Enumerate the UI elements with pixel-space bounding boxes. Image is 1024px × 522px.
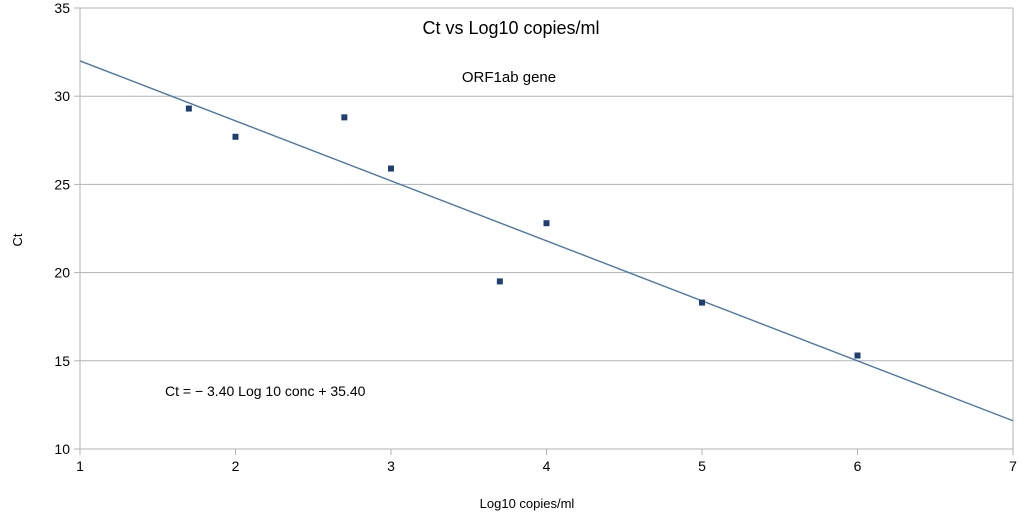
- trendline: [79, 60, 1014, 422]
- x-tick-label: 3: [387, 458, 395, 474]
- x-axis-ticks: 1 2 3 4 5 6 7: [76, 449, 1017, 474]
- y-axis-label: Ct: [10, 233, 25, 246]
- data-point: [699, 299, 705, 306]
- chart-title: Ct vs Log10 copies/ml: [422, 18, 599, 38]
- axes: [79, 8, 1014, 449]
- x-tick-label: 4: [543, 458, 551, 474]
- y-tick-label: 10: [54, 441, 70, 457]
- y-tick-label: 20: [54, 265, 70, 281]
- x-tick-label: 7: [1009, 458, 1017, 474]
- trendline-group: [79, 60, 1014, 422]
- x-tick-label: 1: [76, 458, 84, 474]
- x-tick-label: 2: [232, 458, 240, 474]
- x-tick-label: 5: [698, 458, 706, 474]
- data-point: [496, 278, 503, 285]
- y-tick-label: 30: [54, 88, 70, 104]
- data-point: [388, 165, 394, 172]
- data-points: [185, 105, 861, 359]
- data-point: [341, 114, 348, 121]
- x-tick-label: 6: [854, 458, 862, 474]
- x-axis-label: Log10 copies/ml: [480, 496, 575, 511]
- data-point: [185, 105, 192, 112]
- y-tick-label: 15: [54, 353, 70, 369]
- y-axis-ticks: 10 15 20 25 30 35: [54, 0, 80, 457]
- y-tick-label: 25: [54, 176, 70, 192]
- data-point: [543, 220, 550, 227]
- data-point: [854, 352, 861, 359]
- data-point: [232, 133, 239, 140]
- y-tick-label: 35: [54, 0, 70, 16]
- chart-subtitle: ORF1ab gene: [462, 69, 556, 86]
- trendline-equation: Ct = − 3.40 Log 10 conc + 35.40: [165, 383, 366, 399]
